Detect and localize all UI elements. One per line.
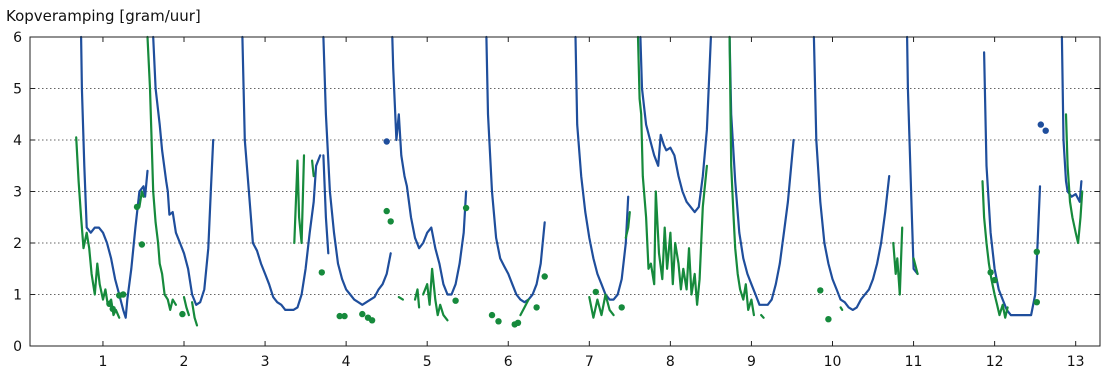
x-ticks: 1 2 3 4 5 6 7 8 9 10 11 12 13	[98, 37, 1085, 370]
green-data-point	[109, 305, 116, 313]
y-tick-label: 4	[13, 133, 22, 149]
green-data-point	[991, 276, 998, 284]
green-series-line	[397, 296, 404, 301]
green-series-line	[293, 154, 306, 245]
green-series-line	[624, 211, 631, 239]
blue-series-line	[812, 35, 891, 311]
green-data-point	[592, 288, 599, 296]
x-tick-label: 2	[180, 354, 189, 370]
green-data-point	[341, 312, 348, 320]
green-series-line	[311, 159, 315, 178]
plot-area	[75, 35, 1084, 328]
y-tick-label: 2	[13, 236, 22, 252]
y-tick-label: 5	[13, 82, 22, 98]
green-series-line	[413, 288, 421, 309]
green-data-point	[138, 241, 146, 248]
blue-series-line	[1060, 35, 1083, 203]
green-data-point	[817, 287, 824, 294]
blue-series-line	[322, 154, 330, 255]
y-tick-label: 3	[13, 185, 22, 201]
green-data-point	[133, 203, 141, 211]
y-tick-label: 6	[13, 30, 22, 46]
green-series-line	[636, 35, 709, 306]
blue-series-line	[574, 35, 630, 301]
green-data-point	[825, 316, 832, 323]
green-data-point	[514, 319, 522, 326]
green-data-point	[488, 311, 496, 319]
green-data-point	[106, 300, 113, 307]
y-tick-label: 1	[13, 288, 22, 304]
blue-series-line	[485, 35, 546, 304]
blue-series-line	[152, 35, 215, 306]
blue-data-point	[1042, 127, 1049, 134]
blue-series-line	[728, 35, 795, 306]
x-tick-label: 8	[666, 354, 675, 370]
blue-series-line	[79, 35, 149, 319]
green-data-point	[336, 312, 343, 320]
green-series-line	[146, 35, 177, 311]
x-tick-label: 10	[824, 354, 842, 370]
green-series-line	[182, 296, 190, 317]
green-data-point	[1033, 248, 1041, 255]
x-tick-label: 9	[747, 354, 756, 370]
green-data-point	[368, 317, 376, 324]
green-data-point	[533, 304, 540, 311]
green-series-line	[519, 298, 530, 317]
blue-series-line	[639, 35, 713, 214]
green-series-line	[1064, 113, 1084, 245]
green-data-point	[452, 297, 459, 304]
blue-series-line	[322, 35, 392, 306]
green-series-line	[981, 180, 1009, 319]
blue-data-point	[1037, 121, 1045, 128]
green-series-line	[760, 314, 765, 319]
blue-data-point	[383, 138, 390, 145]
y-ticks: 0 1 2 3 4 5 6	[13, 30, 1100, 355]
green-data-point	[495, 318, 502, 325]
green-data-point	[387, 218, 394, 225]
green-series-line	[912, 257, 919, 275]
x-tick-label: 12	[986, 354, 1004, 370]
green-data-point	[120, 291, 127, 298]
green-series-line	[588, 293, 615, 319]
green-data-point	[987, 269, 994, 276]
blue-series-line	[905, 35, 919, 275]
green-data-point	[179, 310, 186, 318]
grid-lines	[30, 88, 1100, 295]
x-tick-label: 1	[98, 354, 107, 370]
green-data-point	[541, 273, 548, 280]
green-series-line	[191, 301, 199, 327]
blue-series-line	[241, 35, 322, 311]
green-data-point	[359, 310, 366, 318]
x-tick-label: 5	[423, 354, 432, 370]
y-axis-label: Kopveramping [gram/uur]	[6, 7, 201, 25]
y-tick-label: 0	[13, 339, 22, 355]
green-series-line	[422, 267, 449, 322]
green-series-line	[892, 226, 904, 296]
x-tick-label: 11	[905, 354, 923, 370]
green-data-point	[618, 304, 625, 311]
green-series-line	[138, 190, 145, 208]
x-tick-label: 6	[504, 354, 513, 370]
blue-series-line	[391, 35, 468, 296]
green-data-point	[1033, 299, 1041, 306]
green-data-point	[318, 269, 325, 276]
x-tick-label: 7	[585, 354, 594, 370]
blue-series-line	[982, 51, 1042, 317]
green-data-point	[383, 207, 390, 215]
x-tick-label: 3	[261, 354, 270, 370]
green-series-line	[728, 35, 756, 317]
green-series-line	[839, 306, 844, 311]
x-tick-label: 4	[342, 354, 351, 370]
x-tick-label: 13	[1067, 354, 1085, 370]
green-data-point	[462, 204, 470, 212]
